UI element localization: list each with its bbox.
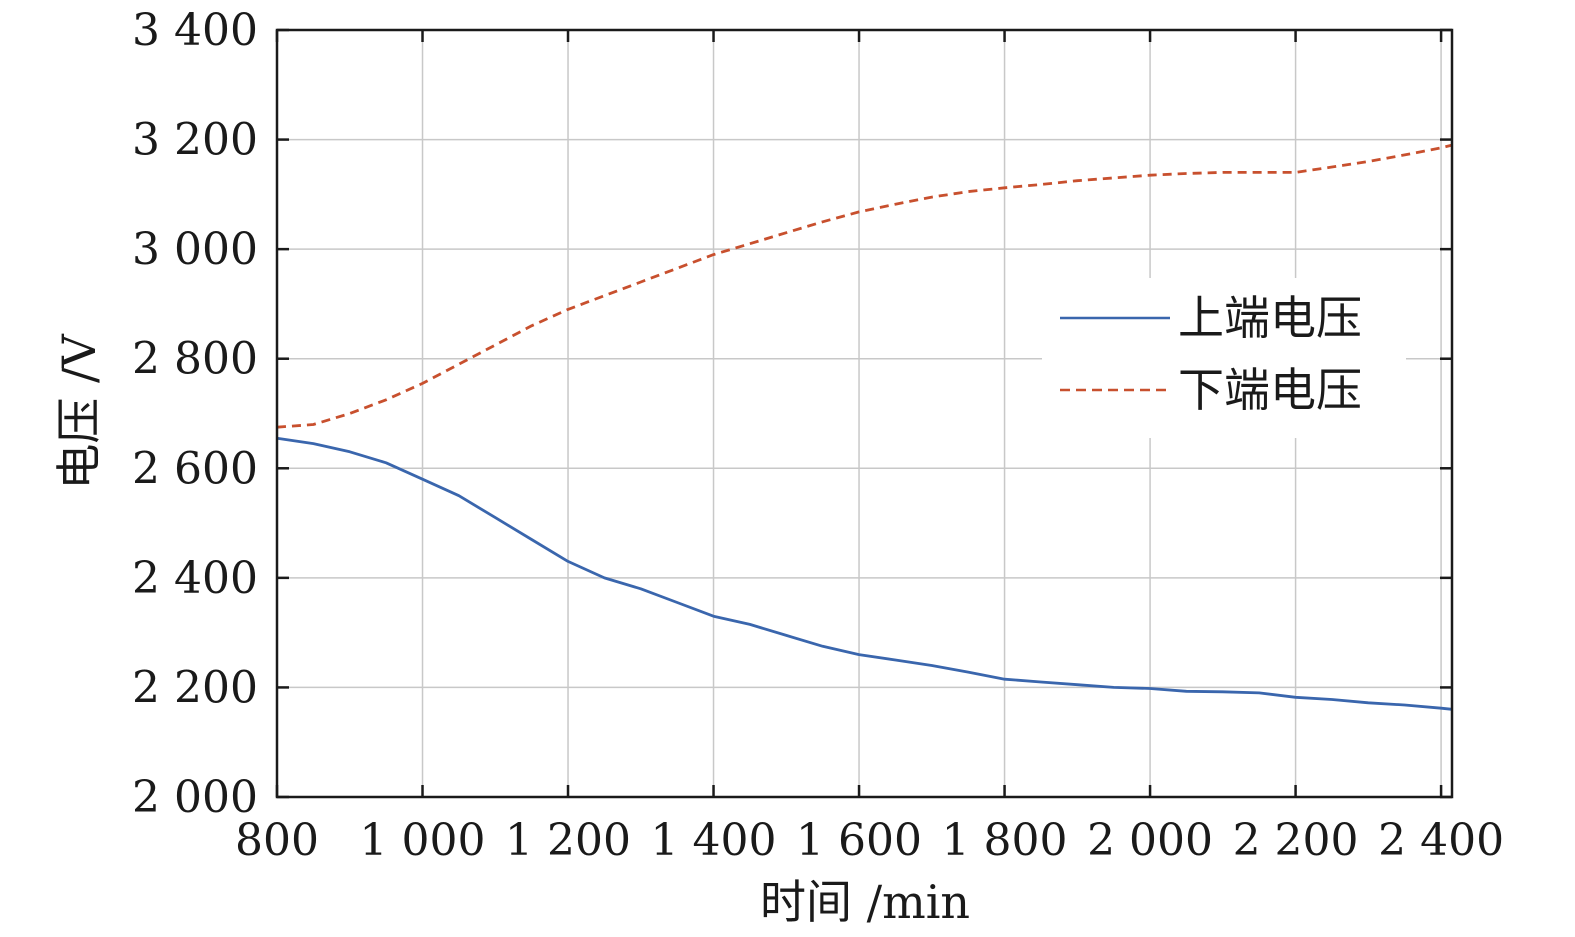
x-tick-label: 2 200 [1233,815,1359,866]
x-tick-label: 1 600 [796,815,922,866]
x-tick-label: 2 000 [1087,815,1213,866]
x-axis-title: 时间 /min [760,875,970,929]
series-group [276,143,1453,711]
x-tick-label: 2 400 [1378,815,1504,866]
y-tick-label: 2 400 [132,553,258,604]
plot-frame [275,28,1454,799]
y-tick-label: 2 600 [132,443,258,494]
tick-labels: 800 1 000 1 200 1 400 1 600 1 800 2 000 2 200 2 … [132,5,1504,866]
x-tick-label: 800 [235,815,319,866]
x-tick-label: 1 800 [942,815,1068,866]
legend-label-upper: 上端电压 [1178,291,1362,345]
axis-ticks [275,28,1452,799]
x-tick-label: 1 000 [360,815,486,866]
y-tick-label: 2 800 [132,334,258,385]
x-tick-label: 1 400 [651,815,777,866]
x-tick-label: 1 200 [505,815,631,866]
legend-box [1042,278,1406,438]
y-tick-label: 3 200 [132,115,258,166]
series-line-upper-voltage [276,436,1453,711]
series-line-lower-voltage [276,143,1453,429]
y-tick-label: 3 000 [132,224,258,275]
legend-label-lower: 下端电压 [1178,363,1362,417]
legend: 上端电压 下端电压 [1042,278,1406,438]
y-axis-title: 电压 /V [52,334,106,490]
y-tick-label: 2 200 [132,662,258,713]
y-tick-label: 2 000 [132,772,258,823]
y-tick-label: 3 400 [132,5,258,56]
